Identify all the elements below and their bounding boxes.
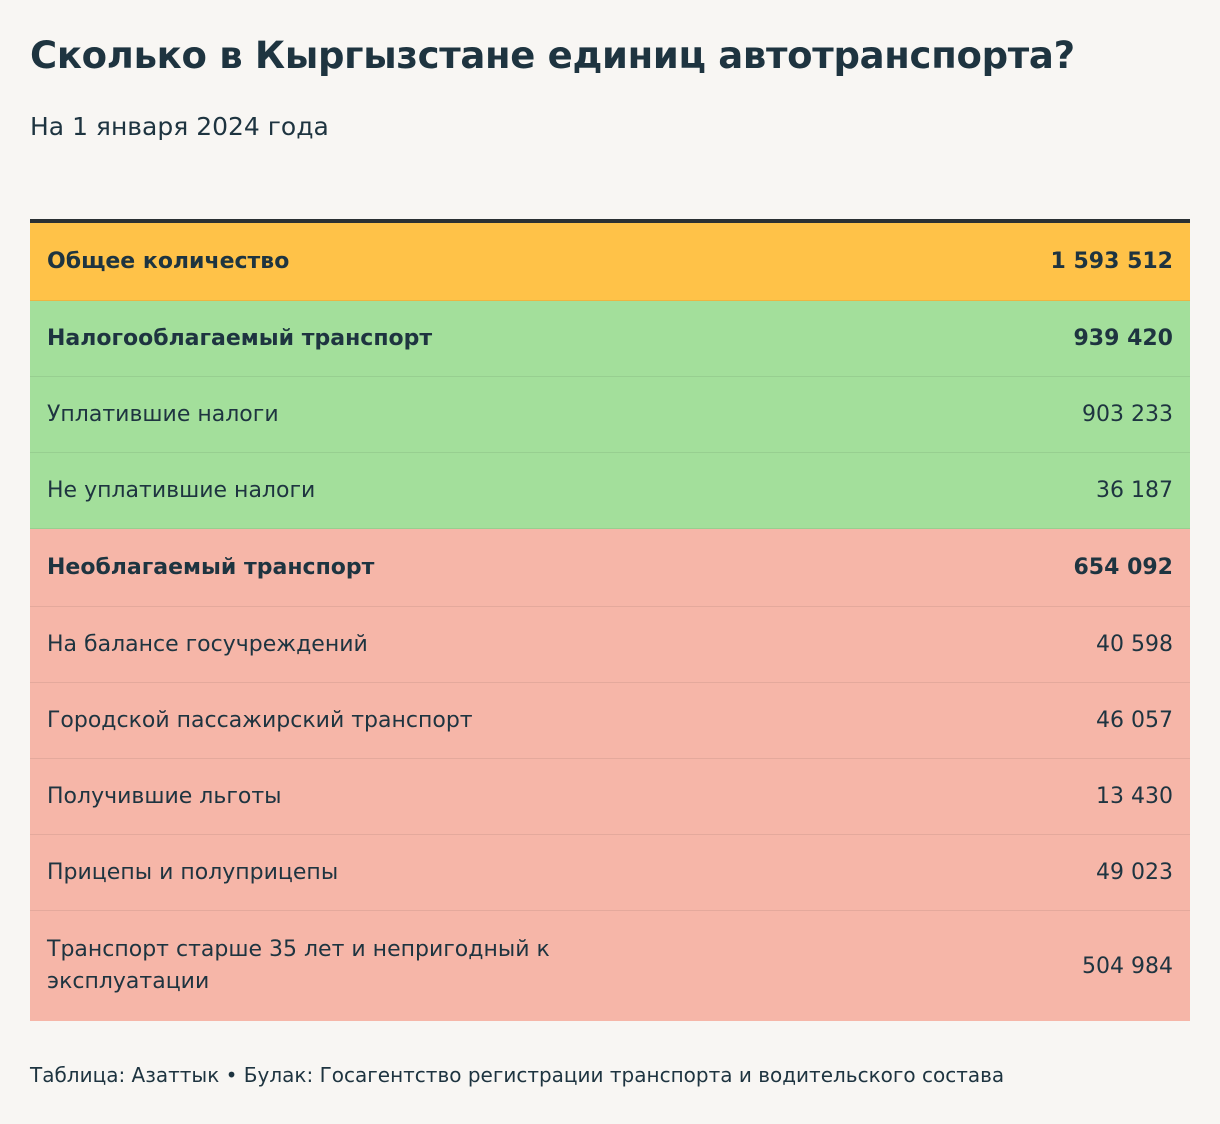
table-row: Прицепы и полуприцепы 49 023 (30, 835, 1190, 911)
table-row-nontaxable: Необлагаемый транспорт 654 092 (30, 529, 1190, 607)
vehicle-table: Общее количество 1 593 512 Налогооблагае… (30, 219, 1190, 1021)
row-label: Не уплатившие налоги (47, 477, 316, 503)
row-value: 939 420 (1073, 326, 1173, 351)
row-value: 13 430 (1096, 784, 1173, 809)
page-title: Сколько в Кыргызстане единиц автотранспо… (30, 34, 1075, 77)
row-label: Транспорт старше 35 лет и непригодный к … (47, 937, 550, 994)
row-label: Городской пассажирский транспорт (47, 707, 473, 733)
table-row-taxable: Налогооблагаемый транспорт 939 420 (30, 301, 1190, 377)
row-value: 654 092 (1073, 555, 1173, 580)
row-label: Общее количество (47, 248, 290, 274)
row-value: 40 598 (1096, 632, 1173, 657)
table-row-total: Общее количество 1 593 512 (30, 223, 1190, 301)
row-value: 46 057 (1096, 708, 1173, 733)
table-row: Транспорт старше 35 лет и непригодный к … (30, 911, 1190, 1021)
page-subtitle: На 1 января 2024 года (30, 112, 329, 141)
row-value: 49 023 (1096, 860, 1173, 885)
row-label: На балансе госучреждений (47, 631, 368, 657)
row-label: Получившие льготы (47, 783, 282, 809)
table-row: Городской пассажирский транспорт 46 057 (30, 683, 1190, 759)
row-label: Прицепы и полуприцепы (47, 859, 339, 885)
table-row: Получившие льготы 13 430 (30, 759, 1190, 835)
row-value: 36 187 (1096, 478, 1173, 503)
row-value: 903 233 (1082, 402, 1173, 427)
source-note: Таблица: Азаттык • Булак: Госагентство р… (30, 1063, 1005, 1087)
row-value: 1 593 512 (1050, 249, 1173, 274)
table-row: На балансе госучреждений 40 598 (30, 607, 1190, 683)
row-value: 504 984 (1082, 953, 1173, 979)
table-row: Не уплатившие налоги 36 187 (30, 453, 1190, 529)
table-row: Уплатившие налоги 903 233 (30, 377, 1190, 453)
row-label: Необлагаемый транспорт (47, 554, 375, 580)
row-label: Налогооблагаемый транспорт (47, 325, 433, 351)
row-label: Уплатившие налоги (47, 401, 279, 427)
